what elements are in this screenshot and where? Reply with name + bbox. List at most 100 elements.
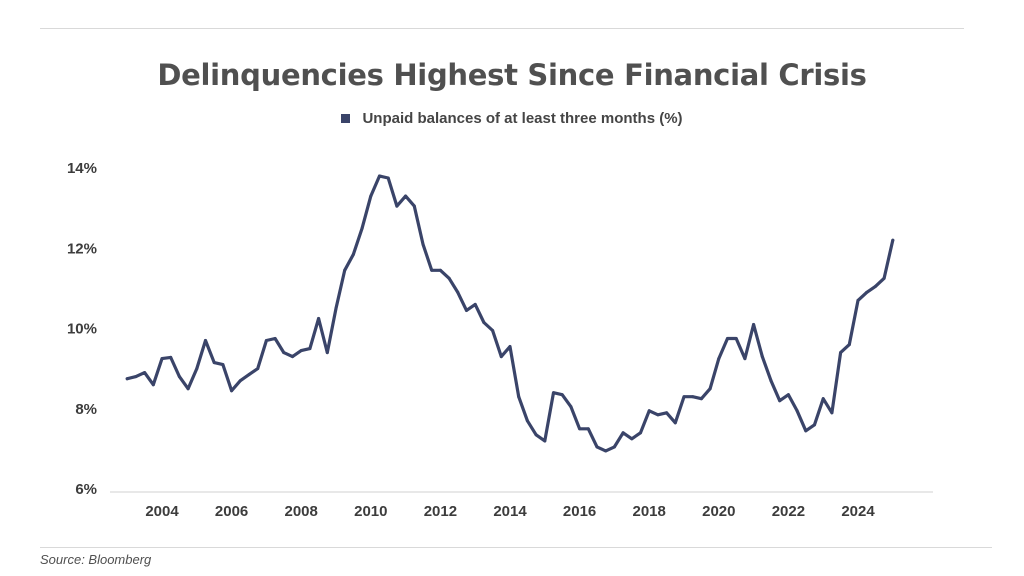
data-point [143,371,147,375]
chart-title: Delinquencies Highest Since Financial Cr… [157,58,867,92]
data-point [343,268,347,272]
data-point [317,317,321,320]
data-point [482,321,486,324]
data-point [743,357,747,361]
top-divider [40,28,964,29]
x-tick-label: 2004 [145,503,179,520]
source-note: Source: Bloomberg [40,552,152,567]
data-point [169,355,173,359]
data-point [195,367,199,371]
x-tick-label: 2024 [841,503,875,520]
data-point [273,337,277,340]
y-tick-label: 6% [75,481,97,498]
data-point [795,409,799,413]
data-point [404,194,408,198]
x-tick-label: 2022 [772,503,805,520]
data-point [552,391,555,395]
data-point [473,302,477,306]
data-point [499,355,503,359]
y-tick-label: 10% [67,321,97,338]
x-tick-label: 2020 [702,503,735,520]
y-axis: 6% 8% 10% 12% 14% [67,160,97,498]
data-point [873,284,877,288]
data-point [378,174,381,178]
data-point [656,413,660,417]
y-tick-label: 8% [75,401,97,418]
data-point [247,373,251,377]
data-point [760,355,764,359]
data-point [534,433,538,437]
data-point [778,399,782,403]
data-point [334,306,338,310]
data-point [865,290,869,294]
data-point [256,367,260,371]
x-axis: 2004 2006 2008 2010 2012 2014 2016 2018 2020 2022… [145,503,875,520]
data-point [569,405,573,409]
data-point [708,387,712,391]
data-point [726,337,729,340]
data-point [421,242,425,246]
data-point [517,395,521,399]
data-point [856,298,860,302]
data-point [891,238,895,242]
data-point [604,449,608,453]
data-point [508,345,512,349]
data-point [560,393,564,397]
x-tick-label: 2008 [285,503,318,520]
data-point [821,397,825,401]
data-point [612,445,616,449]
data-points [125,174,895,453]
data-point [699,397,703,401]
data-point [386,176,390,180]
data-point [351,252,355,256]
data-point [160,357,164,361]
data-point [543,439,547,443]
data-point [430,268,434,272]
data-point [230,389,234,393]
bottom-divider [40,547,992,548]
data-point [204,339,207,342]
data-point [682,395,686,399]
data-point [212,361,216,365]
x-tick-label: 2016 [563,503,596,520]
data-point [639,431,642,435]
data-point [786,393,790,397]
y-tick-label: 14% [67,160,97,177]
data-point [630,437,634,441]
x-tick-label: 2012 [424,503,457,520]
data-point [882,276,886,280]
chart-legend: Unpaid balances of at least three months… [0,110,1024,127]
data-point [395,204,399,208]
data-point [299,349,303,353]
data-point [465,308,468,312]
data-point [238,379,242,383]
data-point [264,339,268,342]
data-point [412,204,416,208]
data-point [830,411,834,415]
data-point [438,268,442,272]
data-point [769,379,773,383]
data-point [282,351,286,355]
data-point [691,395,695,399]
data-point [291,355,294,359]
data-point [491,329,495,332]
data-point [151,383,155,387]
x-tick-label: 2014 [493,503,527,520]
data-point [221,363,225,367]
data-point [665,411,669,415]
data-point [595,445,599,449]
x-tick-label: 2006 [215,503,248,520]
data-point [717,357,721,361]
legend-label: Unpaid balances of at least three months… [362,110,683,127]
data-point [369,194,373,198]
data-point [621,431,625,435]
data-point [360,226,364,230]
data-point [673,421,677,425]
data-point [839,351,843,355]
series-line [125,174,895,453]
data-point [456,290,460,294]
data-point [525,419,529,423]
data-point [734,337,738,340]
data-point [177,375,181,379]
legend-swatch [341,113,351,123]
